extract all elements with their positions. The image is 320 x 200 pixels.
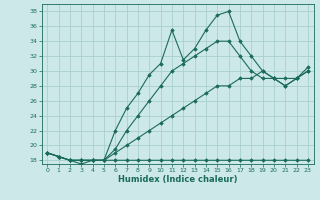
X-axis label: Humidex (Indice chaleur): Humidex (Indice chaleur) — [118, 175, 237, 184]
